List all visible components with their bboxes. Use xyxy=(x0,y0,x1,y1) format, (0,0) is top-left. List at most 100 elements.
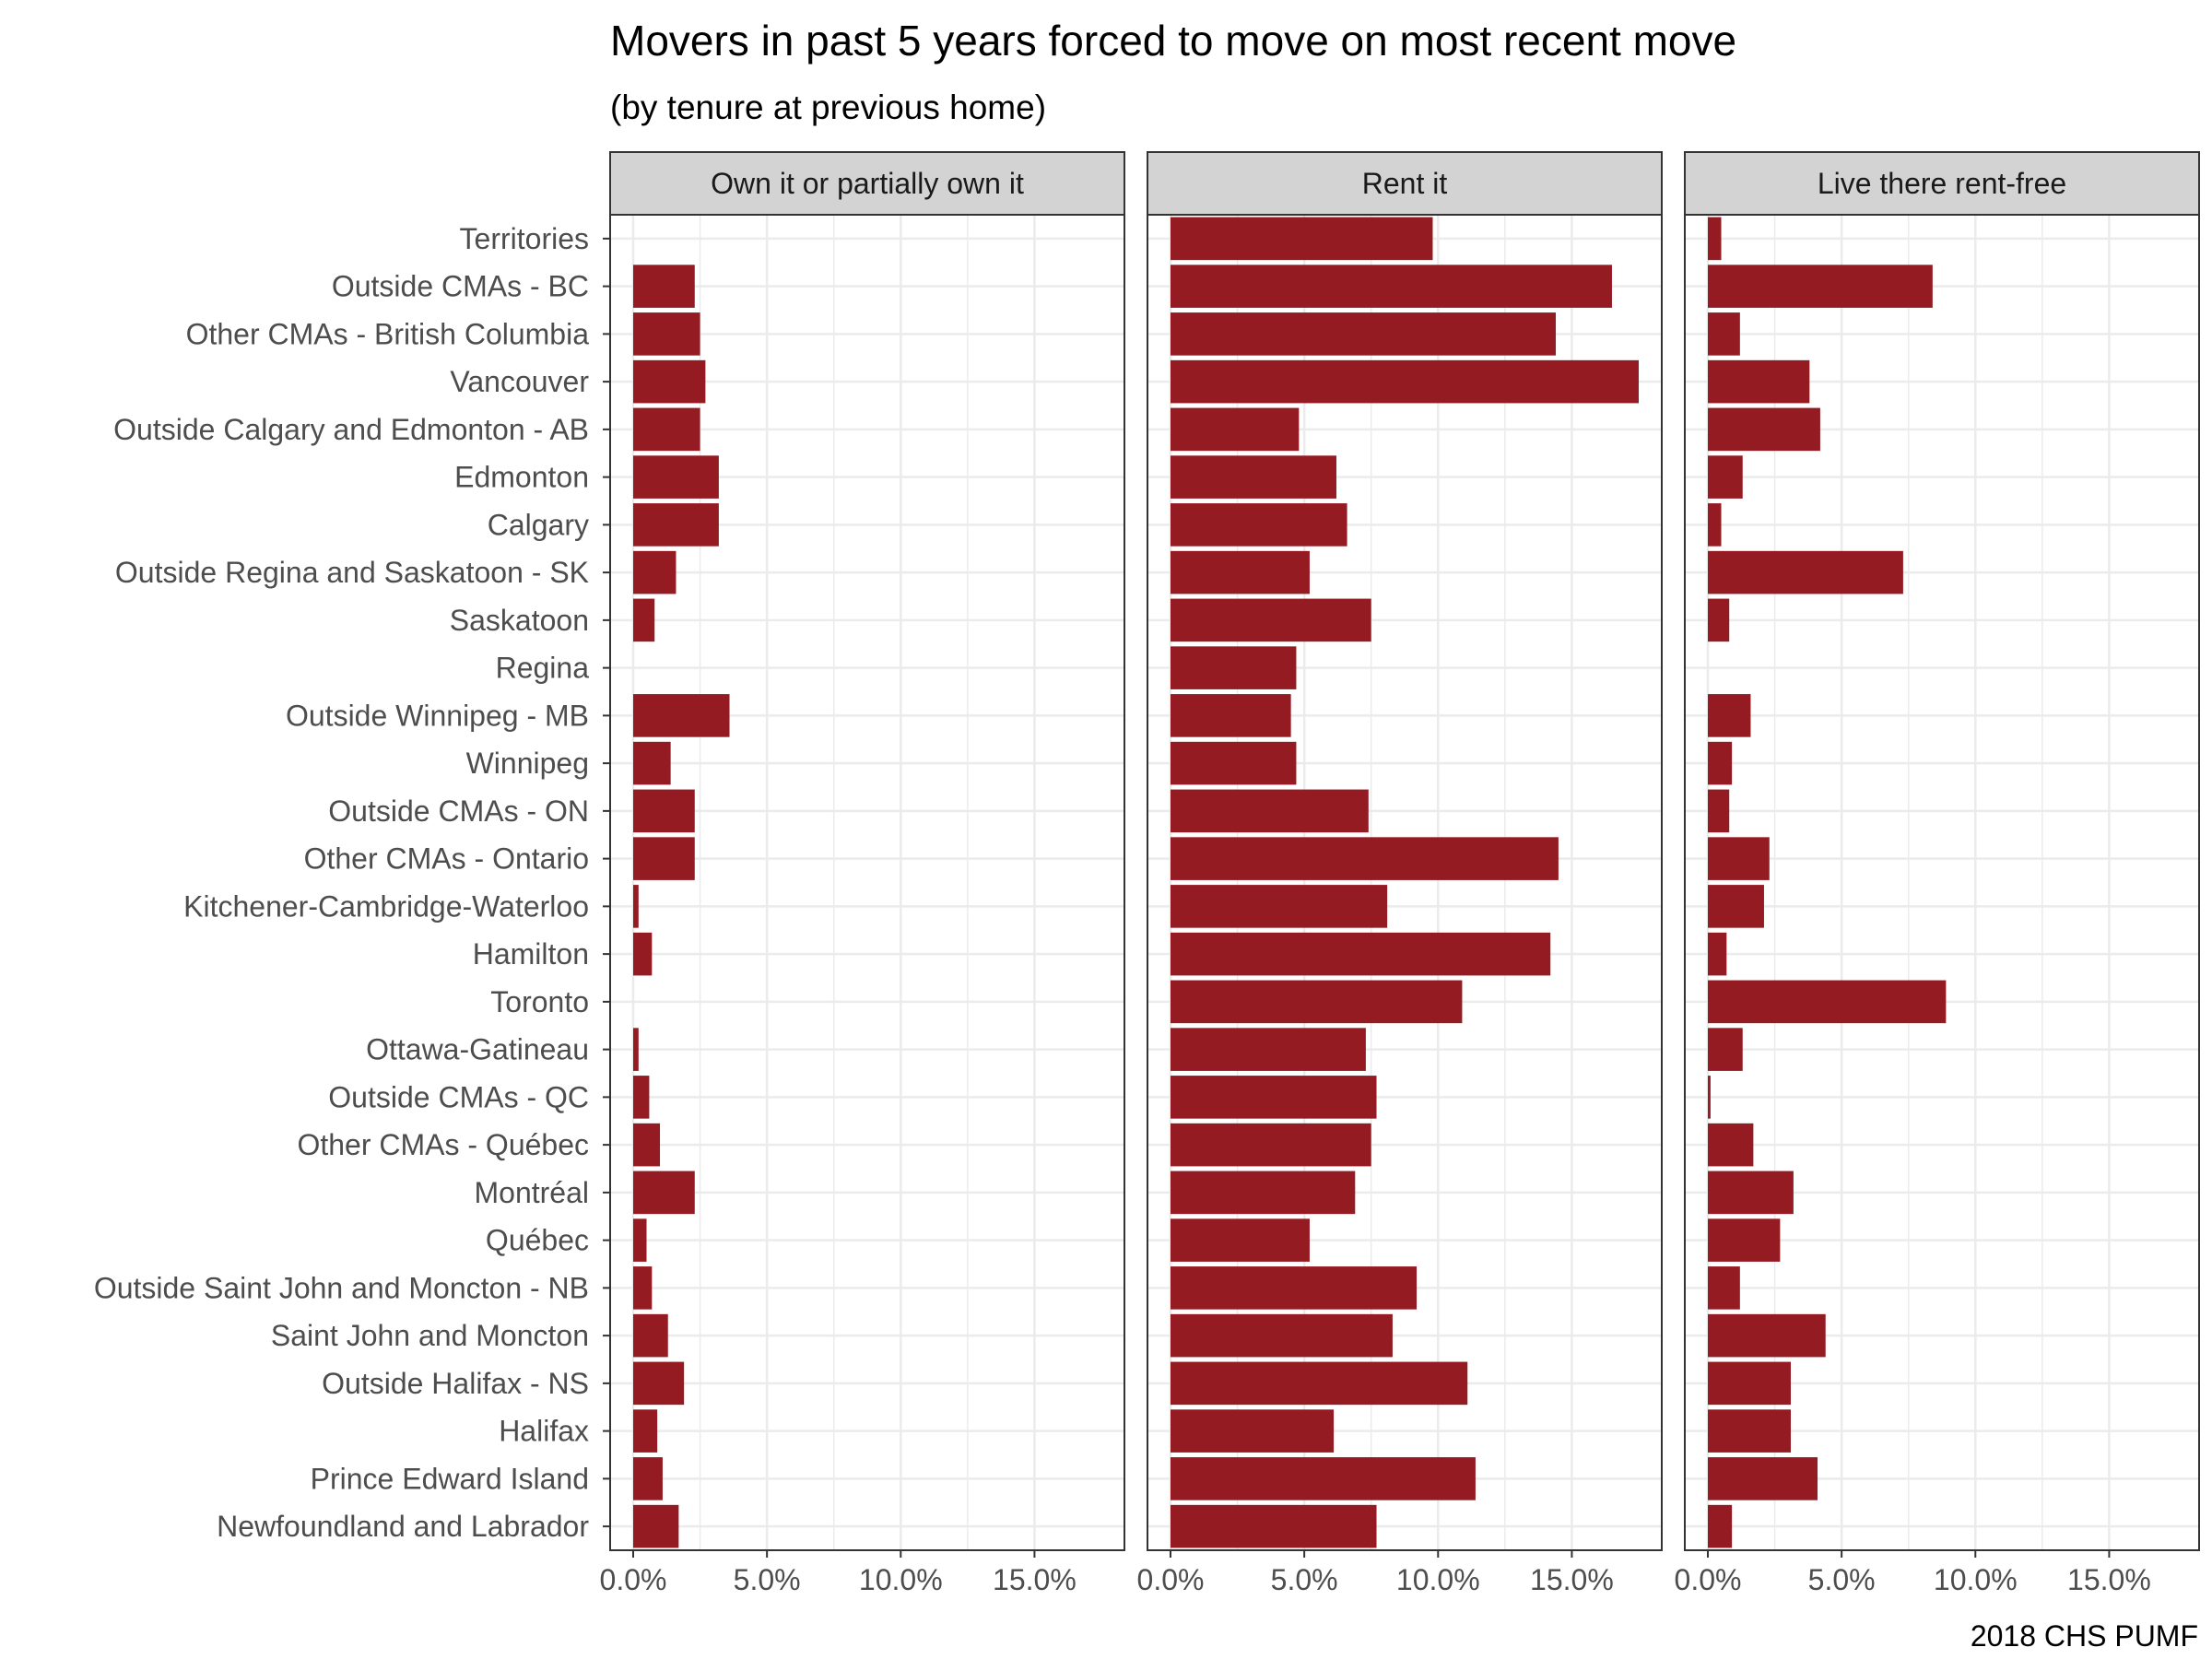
y-tick-label: Vancouver xyxy=(450,365,589,398)
bar xyxy=(633,741,671,785)
x-tick-label: 5.0% xyxy=(1271,1563,1338,1596)
y-tick-label: Prince Edward Island xyxy=(311,1462,589,1495)
bar xyxy=(1708,503,1722,547)
bar xyxy=(633,694,730,737)
bar xyxy=(1171,932,1551,976)
y-tick-label: Other CMAs - Québec xyxy=(297,1128,589,1161)
bar xyxy=(1708,1457,1818,1500)
chart-title: Movers in past 5 years forced to move on… xyxy=(610,17,1736,65)
bar xyxy=(1708,359,1810,404)
bar xyxy=(1708,1313,1826,1358)
panel-border xyxy=(1147,214,1663,1551)
bar xyxy=(1708,694,1751,737)
bar xyxy=(1708,550,1903,594)
facet-strip-label: Live there rent-free xyxy=(1818,167,2066,200)
y-tick-label: Saint John and Moncton xyxy=(271,1319,589,1352)
y-tick-label: Regina xyxy=(496,652,590,685)
y-tick-label: Outside CMAs - BC xyxy=(332,270,589,303)
bar xyxy=(633,312,700,356)
panel-border xyxy=(609,214,1125,1551)
bar xyxy=(1171,1457,1476,1500)
chart-subtitle: (by tenure at previous home) xyxy=(610,88,1046,126)
bar xyxy=(633,407,700,452)
bar xyxy=(1171,1171,1356,1215)
facet-panel: Own it or partially own it 0.0% 5.0% 10.0% 1… xyxy=(600,151,1125,1596)
bar xyxy=(1171,1504,1377,1548)
bar xyxy=(633,837,695,880)
y-tick-label: Hamilton xyxy=(473,937,589,971)
x-tick-label: 5.0% xyxy=(1808,1563,1876,1596)
bar xyxy=(1708,1504,1733,1548)
bar xyxy=(1171,789,1369,833)
x-tick-label: 15.0% xyxy=(2067,1563,2151,1596)
bar xyxy=(633,1076,650,1119)
bar xyxy=(1171,407,1300,452)
y-tick-label: Other CMAs - Ontario xyxy=(304,842,589,876)
bar xyxy=(1171,885,1388,928)
facet-strip-label: Rent it xyxy=(1362,167,1448,200)
y-tick-label: Calgary xyxy=(488,508,589,541)
bar xyxy=(1708,1076,1711,1119)
bar xyxy=(1708,837,1770,880)
x-tick-label: 15.0% xyxy=(993,1563,1077,1596)
bar xyxy=(1171,550,1310,594)
bar xyxy=(633,503,719,547)
y-tick-label: Halifax xyxy=(499,1415,589,1448)
facet-panels: Own it or partially own it 0.0% 5.0% 10.0% 1… xyxy=(600,151,2200,1596)
bar xyxy=(1171,694,1291,737)
bar xyxy=(633,359,706,404)
y-tick-label: Other CMAs - British Columbia xyxy=(186,317,590,350)
bar xyxy=(1708,455,1743,499)
bar xyxy=(1171,646,1297,689)
bar xyxy=(1171,1218,1310,1262)
bar xyxy=(1708,1409,1791,1453)
bar xyxy=(1171,837,1559,880)
bar xyxy=(1171,217,1433,261)
bar xyxy=(1708,741,1733,785)
bar xyxy=(1708,1028,1743,1071)
y-tick-label: Kitchener-Cambridge-Waterloo xyxy=(183,889,589,923)
x-tick-label: 10.0% xyxy=(1934,1563,2018,1596)
bar xyxy=(633,1171,695,1215)
y-tick-label: Outside Halifax - NS xyxy=(322,1367,589,1400)
bar xyxy=(1708,1123,1754,1167)
y-tick-label: Winnipeg xyxy=(466,747,589,780)
bar xyxy=(1708,407,1820,452)
bar xyxy=(1708,980,1947,1024)
bar xyxy=(1171,503,1347,547)
bar xyxy=(1171,598,1371,642)
bar xyxy=(633,550,677,594)
bar xyxy=(633,1409,658,1453)
bar xyxy=(633,1028,639,1071)
bar xyxy=(1171,1361,1468,1406)
x-tick-label: 0.0% xyxy=(600,1563,667,1596)
bar xyxy=(1171,980,1463,1024)
bar xyxy=(1171,1028,1366,1071)
chart-caption: 2018 CHS PUMF xyxy=(1971,1619,2198,1653)
x-tick-label: 0.0% xyxy=(1675,1563,1742,1596)
bar xyxy=(1708,885,1764,928)
y-tick-label: Toronto xyxy=(490,985,589,1018)
bar xyxy=(633,1218,647,1262)
bar xyxy=(1171,455,1336,499)
x-tick-label: 10.0% xyxy=(859,1563,943,1596)
bar xyxy=(1171,1313,1393,1358)
bar xyxy=(1708,1361,1791,1406)
facet-panel: Rent it 0.0% 5.0% 10.0% 15.0% xyxy=(1137,151,1663,1596)
bar xyxy=(633,789,695,833)
y-tick-label: Outside Calgary and Edmonton - AB xyxy=(113,413,589,446)
x-tick-label: 10.0% xyxy=(1396,1563,1480,1596)
bar xyxy=(1708,1218,1781,1262)
y-axis-labels: Territories Outside CMAs - BC Other CMAs -… xyxy=(94,222,610,1543)
bar xyxy=(1171,741,1297,785)
bar xyxy=(633,1123,661,1167)
bar xyxy=(1708,932,1727,976)
y-tick-label: Saskatoon xyxy=(450,604,589,637)
facet-strip xyxy=(609,151,1125,216)
bar xyxy=(1708,265,1933,308)
bar xyxy=(633,265,695,308)
bar xyxy=(633,598,655,642)
bar xyxy=(633,1457,663,1500)
y-tick-label: Territories xyxy=(460,222,589,255)
